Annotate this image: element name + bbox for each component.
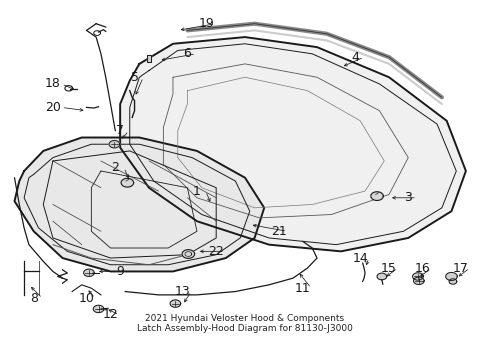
Text: 12: 12: [103, 309, 119, 321]
Text: 21: 21: [271, 225, 287, 238]
Text: 2021 Hyundai Veloster Hood & Components
Latch Assembly-Hood Diagram for 81130-J3: 2021 Hyundai Veloster Hood & Components …: [137, 314, 353, 333]
Text: 14: 14: [352, 252, 368, 265]
Text: 9: 9: [116, 265, 124, 278]
Text: 3: 3: [404, 191, 412, 204]
Polygon shape: [182, 250, 195, 258]
Bar: [147, 55, 151, 62]
Polygon shape: [15, 138, 264, 271]
Polygon shape: [377, 273, 387, 280]
Text: 13: 13: [175, 285, 191, 298]
Text: 4: 4: [351, 51, 359, 64]
Polygon shape: [170, 300, 181, 307]
Polygon shape: [120, 37, 466, 251]
Text: 10: 10: [78, 292, 95, 305]
Polygon shape: [84, 269, 94, 276]
Polygon shape: [371, 192, 383, 201]
Text: 16: 16: [415, 262, 431, 275]
Polygon shape: [413, 273, 423, 280]
Text: 8: 8: [30, 292, 38, 305]
Text: 22: 22: [208, 245, 224, 258]
Polygon shape: [121, 178, 134, 187]
Polygon shape: [446, 273, 457, 280]
Text: 17: 17: [453, 262, 469, 275]
Text: 18: 18: [45, 77, 61, 90]
Text: 2: 2: [111, 161, 119, 174]
Polygon shape: [449, 279, 457, 284]
Polygon shape: [93, 305, 104, 312]
Text: 1: 1: [193, 185, 201, 198]
Polygon shape: [414, 277, 424, 284]
Polygon shape: [109, 140, 120, 148]
Bar: [147, 55, 151, 62]
Text: 5: 5: [130, 71, 139, 84]
Text: 7: 7: [116, 124, 124, 137]
Text: 20: 20: [45, 101, 61, 114]
Text: 6: 6: [183, 47, 191, 60]
Text: 15: 15: [381, 262, 397, 275]
Text: 11: 11: [295, 282, 311, 295]
Text: 19: 19: [199, 17, 215, 30]
